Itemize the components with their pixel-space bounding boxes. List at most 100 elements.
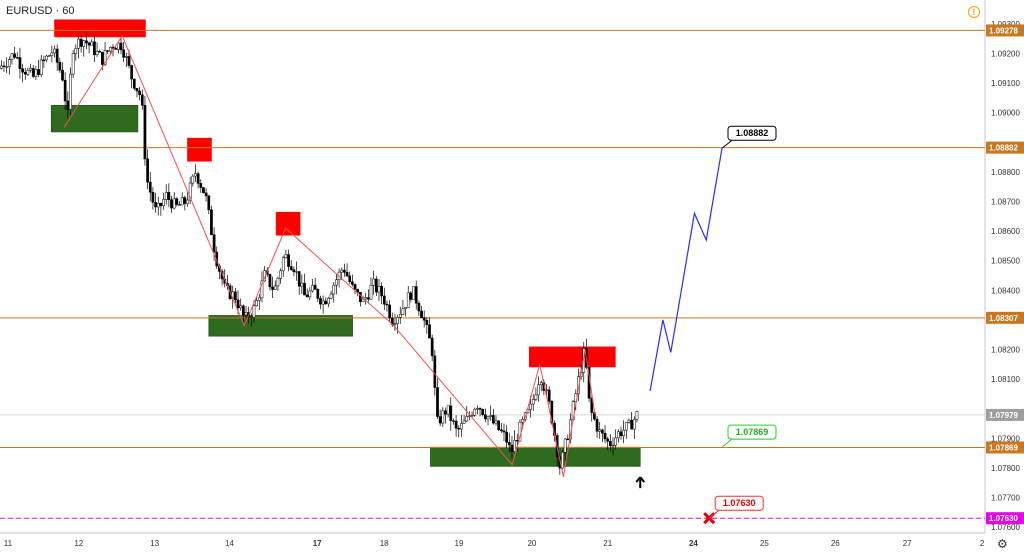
candle-body: [109, 46, 112, 52]
candle-body: [138, 90, 141, 96]
candle-body: [37, 69, 40, 75]
candle-body: [577, 376, 580, 394]
candle-body: [276, 278, 280, 287]
candle-body: [122, 49, 126, 58]
candle-body: [42, 59, 46, 61]
candle-body: [316, 289, 320, 299]
callout-box: [727, 424, 777, 440]
candle-body: [502, 430, 506, 433]
candle-body: [340, 269, 344, 273]
candle-body: [385, 303, 389, 306]
level-price-tag-bg: [986, 141, 1024, 154]
candle-body: [162, 199, 165, 207]
candle-body: [18, 57, 22, 69]
chart-title: EURUSD · 60: [6, 5, 75, 17]
y-tick-label: 1.07800: [991, 464, 1020, 473]
candle-body: [369, 285, 373, 300]
candle-body: [21, 68, 24, 73]
y-tick-label: 1.09200: [991, 50, 1020, 59]
candle-body: [170, 199, 173, 209]
candle-body: [236, 299, 240, 309]
candle-body: [396, 317, 399, 325]
candle-body: [484, 414, 487, 420]
target-price-tag: 1.07630: [989, 514, 1018, 523]
candle-body: [614, 437, 618, 446]
candle-body: [417, 302, 421, 312]
candle-body: [71, 53, 75, 75]
candle-body: [412, 286, 415, 300]
candle-body: [521, 419, 524, 423]
candle-body: [422, 317, 426, 321]
gear-icon[interactable]: ⚙: [997, 537, 1008, 551]
y-tick-label: 1.09100: [991, 79, 1020, 88]
candle-body: [103, 50, 107, 65]
candle-body: [61, 69, 64, 81]
candle-body: [55, 48, 59, 63]
callout-label: 1.07869: [736, 427, 769, 437]
candle-body: [401, 308, 405, 315]
projection-line: [649, 148, 723, 392]
candle-body: [420, 310, 423, 318]
candle-body: [164, 192, 168, 200]
candle-body: [404, 307, 407, 309]
candle-body: [462, 420, 466, 424]
candle-body: [438, 416, 442, 424]
candle-body: [465, 416, 469, 422]
resistance-zone: [187, 137, 212, 162]
candle-body: [632, 418, 636, 430]
candle-body: [53, 48, 56, 54]
candle-body: [327, 298, 330, 305]
candle-body: [348, 275, 352, 283]
candle-body: [204, 192, 208, 197]
candle-body: [441, 410, 445, 424]
y-tick-label: 1.08500: [991, 257, 1020, 266]
level-price-tag-bg: [986, 441, 1024, 454]
x-tick-label: 11: [4, 539, 13, 548]
y-tick-label: 1.08700: [991, 198, 1020, 207]
candle-body: [212, 234, 216, 253]
y-tick-label: 1.08800: [991, 168, 1020, 177]
candle-body: [513, 439, 516, 452]
candle-body: [476, 408, 479, 410]
y-tick-label: 1.09000: [991, 109, 1020, 118]
candle-body: [2, 65, 6, 67]
y-tick-label: 1.08400: [991, 286, 1020, 295]
candle-body: [332, 284, 336, 295]
candle-body: [273, 285, 277, 290]
candle-body: [486, 416, 490, 420]
warning-circle-icon[interactable]: !: [968, 6, 980, 18]
candle-body: [491, 415, 495, 424]
x-tick-label: 20: [527, 539, 536, 548]
candle-body: [457, 427, 461, 430]
candle-body: [124, 56, 128, 58]
candle-body: [547, 389, 551, 402]
candle-body: [366, 297, 370, 300]
candle-body: [7, 59, 11, 67]
level-price-tag: 1.08882: [989, 144, 1018, 153]
candle-body: [287, 254, 290, 267]
candle-body: [268, 274, 272, 288]
candle-body: [311, 284, 314, 292]
candle-body: [199, 183, 203, 188]
candle-body: [539, 382, 543, 386]
candle-body: [454, 420, 458, 429]
candle-body: [374, 278, 378, 293]
candle-body: [319, 298, 322, 305]
last-price-tag-bg: [986, 408, 1024, 421]
candle-body: [58, 62, 62, 71]
candle-body: [127, 56, 131, 66]
x-tick-label: 14: [225, 539, 234, 548]
resistance-zone: [275, 211, 301, 236]
candle-body: [505, 431, 508, 443]
candle-body: [255, 300, 258, 307]
candle-body: [329, 293, 333, 299]
candle-body: [566, 438, 570, 441]
candle-body: [489, 415, 493, 417]
candle-body: [313, 284, 317, 290]
candle-body: [300, 282, 304, 287]
candle-body: [377, 285, 381, 293]
candle-body: [598, 429, 602, 432]
callout-box: [714, 495, 764, 511]
candle-body: [601, 429, 604, 434]
